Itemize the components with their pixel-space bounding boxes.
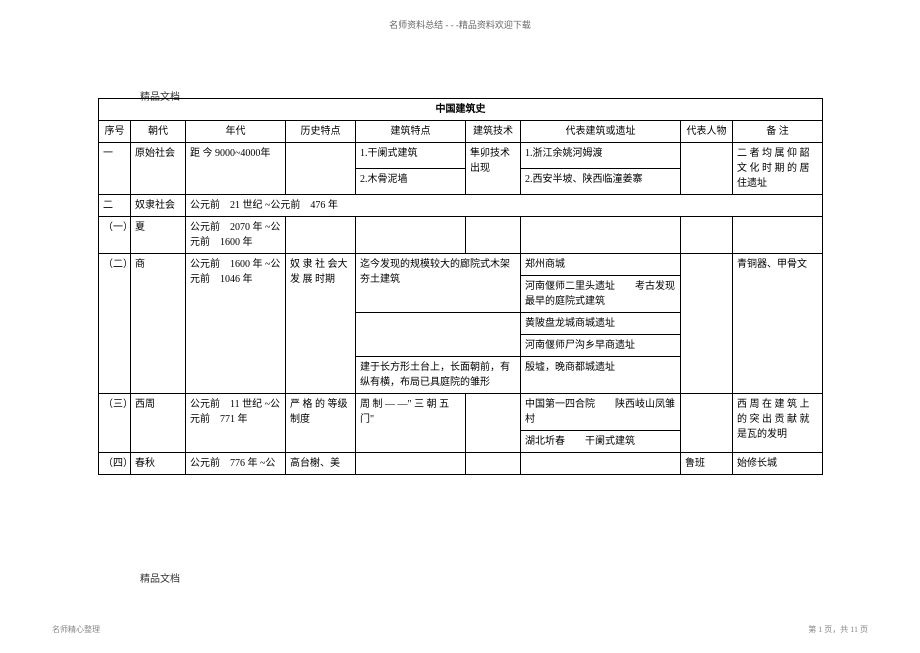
cell-num: 二 [99,195,131,217]
cell-feature: 2.木骨泥墙 [356,169,466,195]
col-history-header: 历史特点 [286,121,356,143]
col-rep-header: 代表建筑或遗址 [521,121,681,143]
cell-history: 严 格 的 等级制度 [286,394,356,453]
col-note-header: 备 注 [733,121,823,143]
table-row: （三） 西周 公元前 11 世纪 ~公元前 771 年 严 格 的 等级制度 周… [99,394,823,431]
cell-rep: 湖北圻春 干阑式建筑 [521,431,681,453]
table-row: 二 奴隶社会 公元前 21 世纪 ~公元前 476 年 [99,195,823,217]
cell-num: （一） [99,217,131,254]
cell-history [286,217,356,254]
cell-rep [521,217,681,254]
cell-feature [356,453,466,475]
cell-feature: 1.干阑式建筑 [356,143,466,169]
cell-feature [356,313,521,357]
cell-dynasty: 夏 [131,217,186,254]
cell-person [681,394,733,453]
title-row: 中国建筑史 [99,99,823,121]
col-era-header: 年代 [186,121,286,143]
header-tag: 名师资料总结 - - -精品资料欢迎下载 [389,18,531,31]
col-tech-header: 建筑技术 [466,121,521,143]
col-person-header: 代表人物 [681,121,733,143]
cell-era: 公元前 776 年 ~公 [186,453,286,475]
cell-num: 一 [99,143,131,195]
cell-note: 二 者 均 属 仰 韶文 化 时 期 的 居住遗址 [733,143,823,195]
cell-history: 高台榭、美 [286,453,356,475]
cell-dynasty: 春秋 [131,453,186,475]
col-dynasty-header: 朝代 [131,121,186,143]
cell-rep: 河南偃师二里头遗址 考古发现最早的庭院式建筑 [521,276,681,313]
cell-rep [521,453,681,475]
cell-tech [466,217,521,254]
cell-rep: 2.西安半坡、陕西临潼姜寨 [521,169,681,195]
cell-era: 距 今 9000~4000年 [186,143,286,195]
col-num-header: 序号 [99,121,131,143]
cell-tech: 隼卯技术出现 [466,143,521,195]
cell-num: （二） [99,254,131,394]
cell-feature: 建于长方形土台上，长面朝前，有纵有横，布局已具庭院的雏形 [356,357,521,394]
cell-person [681,143,733,195]
cell-history: 奴 隶 社 会大 发 展 时期 [286,254,356,394]
cell-note [733,217,823,254]
cell-tech [466,394,521,453]
cell-feature: 周 制 — —" 三 朝 五门" [356,394,466,453]
cell-era: 公元前 11 世纪 ~公元前 771 年 [186,394,286,453]
table-row: （一） 夏 公元前 2070 年 ~公元前 1600 年 [99,217,823,254]
cell-note: 始修长城 [733,453,823,475]
main-table: 中国建筑史 序号 朝代 年代 历史特点 建筑特点 建筑技术 代表建筑或遗址 代表… [98,98,823,475]
table-row: 一 原始社会 距 今 9000~4000年 1.干阑式建筑 隼卯技术出现 1.浙… [99,143,823,169]
cell-rep: 郑州商城 [521,254,681,276]
cell-person: 鲁班 [681,453,733,475]
cell-num: （三） [99,394,131,453]
cell-person [681,217,733,254]
cell-history [286,143,356,195]
cell-feature: 迄今发现的规模较大的廊院式木架夯土建筑 [356,254,521,313]
table-row: （四） 春秋 公元前 776 年 ~公 高台榭、美 鲁班 始修长城 [99,453,823,475]
cell-rep: 黄陂盘龙城商城遗址 [521,313,681,335]
cell-rep: 中国第一四合院 陕西岐山凤雏村 [521,394,681,431]
cell-era: 公元前 1600 年 ~公元前 1046 年 [186,254,286,394]
doc-label-bottom: 精品文档 [140,570,180,585]
cell-note: 青铜器、甲骨文 [733,254,823,394]
cell-dynasty: 奴隶社会 [131,195,186,217]
cell-rep: 1.浙江余姚河姆渡 [521,143,681,169]
cell-rep: 河南偃师尸沟乡早商遗址 [521,335,681,357]
page-title: 中国建筑史 [99,99,823,121]
cell-num: （四） [99,453,131,475]
cell-feature [356,217,466,254]
cell-note: 西 周 在 建 筑 上的 突 出 贡 献 就是瓦的发明 [733,394,823,453]
header-row: 序号 朝代 年代 历史特点 建筑特点 建筑技术 代表建筑或遗址 代表人物 备 注 [99,121,823,143]
cell-dynasty: 原始社会 [131,143,186,195]
table-row: （二） 商 公元前 1600 年 ~公元前 1046 年 奴 隶 社 会大 发 … [99,254,823,276]
cell-dynasty: 商 [131,254,186,394]
cell-era: 公元前 2070 年 ~公元前 1600 年 [186,217,286,254]
cell-rep: 殷墟，晚商都城遗址 [521,357,681,394]
cell-person [681,254,733,394]
footer-left: 名师精心整理 [52,624,100,635]
col-feature-header: 建筑特点 [356,121,466,143]
cell-tech [466,453,521,475]
cell-era: 公元前 21 世纪 ~公元前 476 年 [186,195,823,217]
footer-right: 第 1 页，共 11 页 [808,624,868,635]
cell-dynasty: 西周 [131,394,186,453]
